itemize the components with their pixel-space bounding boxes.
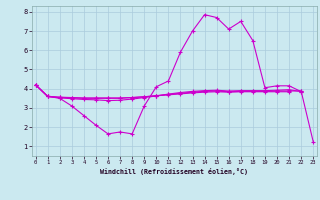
X-axis label: Windchill (Refroidissement éolien,°C): Windchill (Refroidissement éolien,°C) (100, 168, 248, 175)
